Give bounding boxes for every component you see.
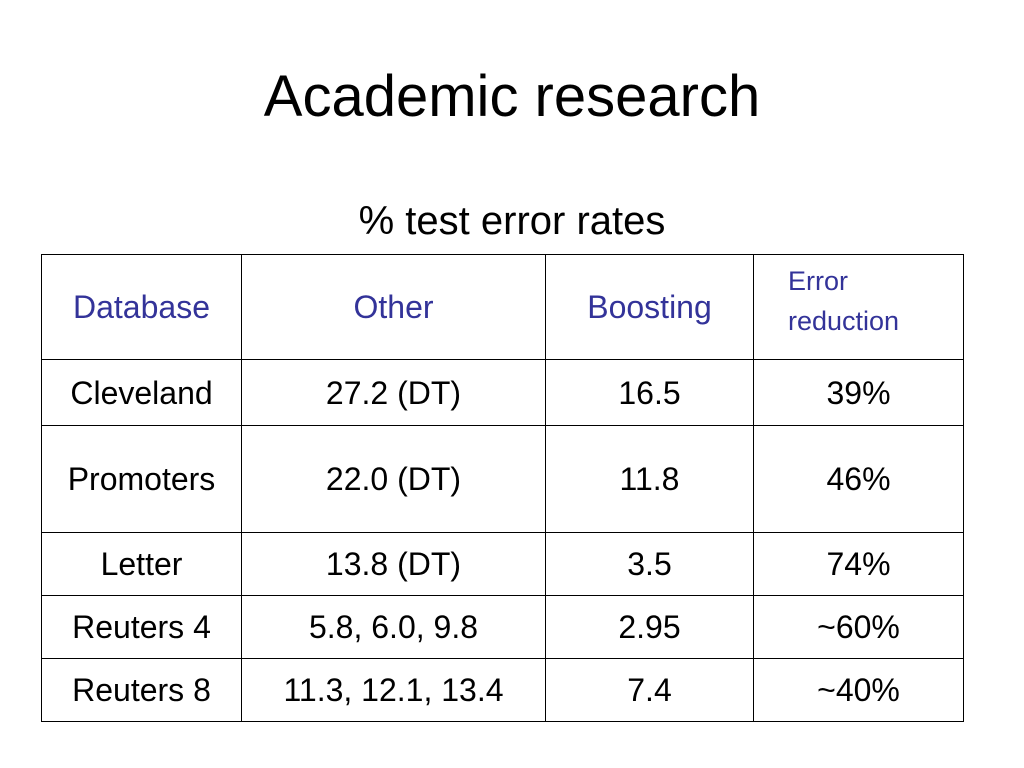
header-database: Database: [41, 254, 242, 360]
header-other: Other: [241, 254, 546, 360]
cell-database: Reuters 4: [41, 595, 242, 659]
table-row: Reuters 8 11.3, 12.1, 13.4 7.4 ~40%: [41, 658, 964, 722]
cell-database: Letter: [41, 532, 242, 596]
cell-boosting: 11.8: [545, 425, 754, 533]
cell-error-reduction: 74%: [753, 532, 964, 596]
table-header-row: Database Other Boosting Error reduction: [41, 254, 964, 360]
cell-other: 11.3, 12.1, 13.4: [241, 658, 546, 722]
cell-boosting: 16.5: [545, 359, 754, 426]
error-rates-table: Database Other Boosting Error reduction …: [41, 254, 964, 722]
cell-other: 22.0 (DT): [241, 425, 546, 533]
table-row: Reuters 4 5.8, 6.0, 9.8 2.95 ~60%: [41, 595, 964, 659]
cell-error-reduction: ~60%: [753, 595, 964, 659]
table-row: Promoters 22.0 (DT) 11.8 46%: [41, 425, 964, 533]
cell-database: Reuters 8: [41, 658, 242, 722]
cell-error-reduction: 46%: [753, 425, 964, 533]
table-row: Cleveland 27.2 (DT) 16.5 39%: [41, 359, 964, 426]
cell-other: 27.2 (DT): [241, 359, 546, 426]
cell-boosting: 7.4: [545, 658, 754, 722]
slide-title: Academic research: [263, 64, 761, 129]
header-boosting: Boosting: [545, 254, 754, 360]
cell-database: Promoters: [41, 425, 242, 533]
cell-boosting: 3.5: [545, 532, 754, 596]
table-caption: % test error rates: [358, 199, 666, 243]
cell-error-reduction: ~40%: [753, 658, 964, 722]
cell-other: 5.8, 6.0, 9.8: [241, 595, 546, 659]
table-row: Letter 13.8 (DT) 3.5 74%: [41, 532, 964, 596]
cell-other: 13.8 (DT): [241, 532, 546, 596]
cell-database: Cleveland: [41, 359, 242, 426]
header-error-reduction: Error reduction: [753, 254, 964, 360]
cell-boosting: 2.95: [545, 595, 754, 659]
cell-error-reduction: 39%: [753, 359, 964, 426]
